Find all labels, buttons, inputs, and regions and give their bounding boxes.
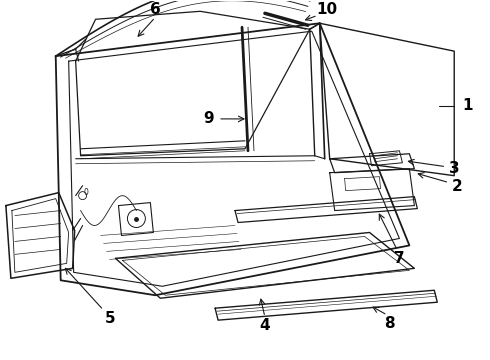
Text: 4: 4 — [260, 318, 270, 333]
Text: 10: 10 — [316, 2, 337, 17]
Text: 5: 5 — [105, 311, 116, 326]
Text: 8: 8 — [384, 316, 395, 330]
Text: 2: 2 — [452, 179, 463, 194]
Text: 3: 3 — [449, 161, 460, 176]
Text: 0: 0 — [83, 188, 88, 197]
Text: 6: 6 — [150, 2, 161, 17]
Text: 1: 1 — [462, 98, 472, 113]
Text: 7: 7 — [394, 251, 405, 266]
Text: 9: 9 — [203, 111, 214, 126]
